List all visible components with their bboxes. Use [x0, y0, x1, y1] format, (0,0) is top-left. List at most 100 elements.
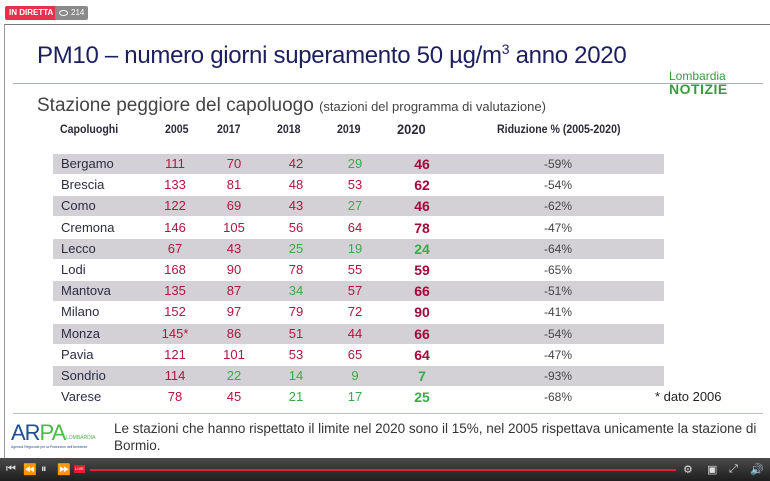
days-value: 122 [164, 198, 186, 214]
table-row: Lecco 67 43 25 19 24 -64% [53, 238, 664, 259]
presentation-slide: PM10 – numero giorni superamento 50 µg/m… [4, 24, 770, 458]
days-value: 69 [226, 198, 242, 214]
days-value: 79 [288, 304, 304, 320]
divider [13, 413, 763, 414]
city-name: Varese [61, 389, 102, 405]
days-value: 59 [414, 262, 430, 278]
reduction-value: -68% [543, 390, 572, 405]
arpa-logo-name: ARPA [11, 421, 67, 445]
column-header: 2017 [217, 124, 241, 136]
days-value: 19 [347, 240, 363, 256]
city-name: Sondrio [61, 368, 106, 383]
footnote: * dato 2006 [655, 389, 722, 404]
days-value: 51 [288, 325, 304, 341]
days-value: 53 [347, 177, 363, 193]
days-value: 97 [226, 304, 242, 320]
reduction-value: -51% [543, 284, 572, 299]
days-value: 43 [288, 198, 304, 214]
days-value: 78 [167, 389, 183, 405]
days-value: 25 [288, 240, 304, 256]
slide-title: PM10 – numero giorni superamento 50 µg/m… [37, 41, 627, 70]
days-value: 66 [414, 325, 430, 342]
logo-line2: NOTIZIE [669, 81, 728, 97]
fullscreen-icon[interactable]: ⤢ [729, 463, 738, 475]
days-value: 48 [288, 177, 304, 193]
divider [13, 83, 763, 84]
days-value: 64 [414, 346, 430, 363]
stream-header: IN DIRETTA 214 [0, 0, 770, 24]
days-value: 57 [347, 283, 363, 299]
city-name: Lodi [61, 262, 86, 277]
days-value: 67 [167, 240, 183, 256]
settings-gear-icon[interactable]: ⚙ [683, 464, 693, 476]
lombardia-notizie-logo: Lombardia NOTIZIE [669, 69, 728, 97]
subtitle-note: (stazioni del programma di valutazione) [319, 99, 546, 114]
days-value: 133 [164, 177, 186, 193]
column-header: Capoluoghi [60, 124, 119, 136]
city-name: Pavia [61, 346, 94, 362]
city-name: Como [61, 198, 96, 214]
slide-footer-text: Le stazioni che hanno rispettato il limi… [114, 421, 757, 453]
days-value: 25 [414, 389, 430, 406]
table-row: Mantova 135 87 34 57 66 -51% [53, 281, 664, 302]
city-name: Milano [61, 304, 100, 320]
city-name: Monza [61, 325, 101, 341]
reduction-value: -65% [543, 263, 572, 277]
reduction-value: -41% [543, 305, 572, 320]
days-value: 22 [226, 368, 242, 383]
days-value: 101 [223, 346, 245, 362]
reduction-value: -47% [543, 220, 572, 235]
days-value: 56 [288, 219, 304, 235]
title-text: PM10 – numero giorni superamento 50 [37, 42, 450, 69]
title-sup: 3 [501, 41, 510, 57]
title-unit: µg/m [449, 42, 502, 69]
days-value: 78 [414, 219, 430, 236]
eye-icon [59, 10, 68, 16]
viewer-count-value: 214 [71, 8, 85, 17]
days-value: 66 [414, 283, 430, 300]
arpa-logo-tagline: Agenzia Regionale per la Protezione dell… [11, 445, 87, 449]
column-header: 2019 [337, 124, 361, 136]
days-value: 44 [347, 325, 363, 341]
pause-icon[interactable]: ⏸ [41, 463, 47, 475]
days-value: 14 [288, 368, 304, 383]
skip-back-icon[interactable]: ⏮ [6, 463, 16, 475]
city-name: Brescia [61, 177, 105, 193]
column-header: 2005 [165, 124, 189, 136]
days-value: 46 [414, 156, 430, 172]
volume-icon[interactable]: 🔊 [750, 464, 764, 476]
days-value: 152 [164, 304, 186, 320]
days-value: 146 [164, 219, 186, 235]
fast-forward-icon[interactable]: ⏩ [57, 464, 71, 476]
days-value: 43 [226, 240, 242, 256]
video-player-controls: ⏮ ⏪ ⏸ ⏩ LIVE ⚙ ▣ ⤢ 🔊 [0, 458, 770, 481]
days-value: 78 [288, 262, 304, 277]
days-value: 53 [288, 346, 304, 362]
days-value: 7 [418, 368, 426, 384]
days-value: 65 [347, 346, 363, 362]
live-indicator[interactable]: LIVE [74, 465, 85, 473]
days-value: 86 [226, 325, 242, 341]
reduction-value: -62% [543, 199, 572, 214]
arpa-logo: ARPA LOMBARDIA Agenzia Regionale per la … [11, 421, 96, 449]
progress-bar[interactable] [90, 469, 676, 471]
picture-in-picture-icon[interactable]: ▣ [707, 464, 718, 476]
days-value: 24 [414, 240, 430, 257]
days-value: 29 [347, 156, 363, 171]
logo-line1: Lombardia [669, 69, 726, 83]
days-value: 111 [165, 156, 185, 171]
days-value: 135 [164, 283, 186, 299]
rewind-icon[interactable]: ⏪ [23, 464, 37, 476]
days-value: 21 [288, 389, 304, 405]
reduction-value: -93% [543, 369, 572, 383]
reduction-value: -64% [543, 241, 572, 256]
days-value: 105 [223, 219, 245, 235]
table-row: Varese 78 45 21 17 25 -68% [53, 387, 664, 407]
days-value: 121 [164, 346, 186, 362]
city-name: Cremona [61, 219, 115, 235]
days-value: 90 [226, 262, 242, 277]
days-value: 64 [347, 219, 363, 235]
days-value: 70 [226, 156, 242, 171]
days-value: 42 [288, 156, 304, 171]
arpa-logo-region: LOMBARDIA [66, 435, 96, 441]
